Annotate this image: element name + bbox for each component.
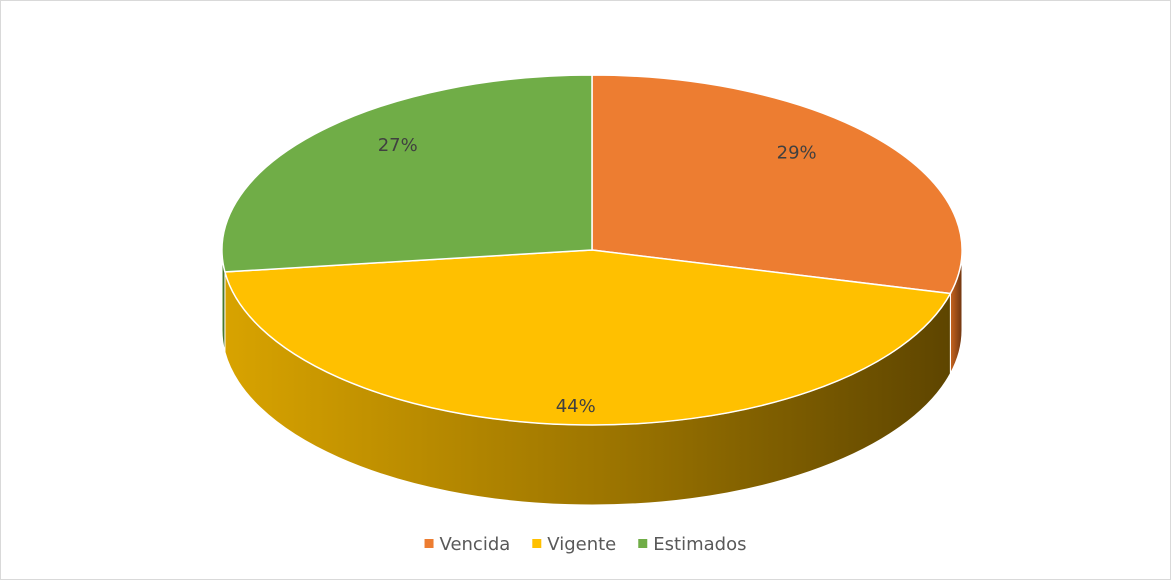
slice-top — [221, 74, 593, 273]
data-label: 29% — [777, 142, 817, 163]
legend-item: Estimados — [638, 534, 746, 555]
slice — [221, 74, 593, 353]
data-label: 44% — [556, 396, 596, 417]
legend-label: Vencida — [440, 534, 511, 555]
slice — [591, 74, 963, 374]
legend-swatch — [532, 539, 542, 548]
slice-top — [223, 249, 952, 426]
legend-item: Vencida — [424, 534, 511, 555]
legend-label: Vigente — [547, 534, 616, 555]
legend-swatch — [638, 539, 648, 548]
legend-item: Vigente — [532, 534, 616, 555]
legend: Vencida Vigente Estimados — [424, 534, 746, 555]
data-label: 27% — [378, 135, 418, 156]
slice-top — [591, 74, 963, 295]
legend-label: Estimados — [653, 534, 746, 555]
legend-swatch — [424, 539, 434, 548]
